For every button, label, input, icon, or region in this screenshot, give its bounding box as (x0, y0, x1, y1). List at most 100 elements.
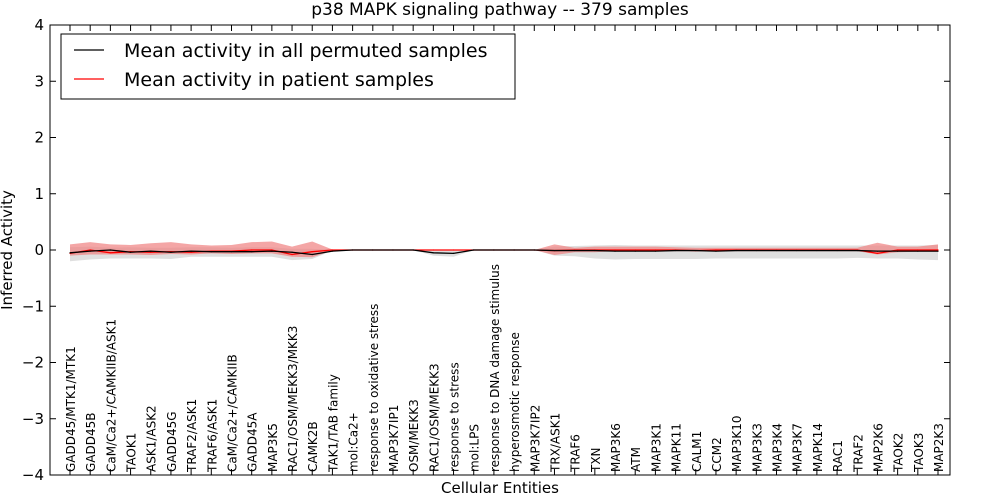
point-series-0-0 (69, 252, 71, 254)
point-series-0-30 (674, 249, 677, 252)
legend-entry-patient: Mean activity in patient samples (124, 69, 434, 91)
plot-area: −4 −3 −2 −1 0 1 2 3 4 GADD45/MTK1/MTK1 GADD45B CaM/… (22, 16, 951, 484)
x-tick-label-28: ATM (629, 447, 643, 472)
x-tick-label-36: MAP3K7 (791, 423, 805, 472)
point-series-1-28 (634, 249, 636, 251)
x-tick-label-15: response to oxidative stress (367, 304, 381, 472)
x-axis-label: Cellular Entities (441, 479, 559, 497)
point-series-0-25 (574, 249, 576, 252)
x-tick-label-8: CaM/Ca2+/CAMKIIB (225, 354, 239, 472)
x-tick-label-5: GADD45G (165, 411, 179, 472)
y-tick-label-1: −3 (22, 410, 44, 428)
point-series-0-10 (271, 250, 273, 252)
point-series-0-36 (796, 249, 798, 252)
point-series-1-11 (291, 253, 293, 256)
x-tick-label-24: TRX/ASK1 (548, 413, 562, 473)
point-series-0-40 (876, 250, 879, 252)
point-series-0-42 (917, 250, 919, 252)
point-series-0-33 (735, 249, 737, 252)
x-tick-label-25: TRAF6 (569, 434, 583, 473)
x-tick-label-7: TRAF6/ASK1 (205, 399, 219, 473)
point-series-0-26 (594, 249, 596, 252)
point-series-0-39 (856, 249, 858, 252)
legend-frame (60, 33, 516, 100)
x-tick-label-16: MAP3K7IP1 (387, 405, 401, 472)
x-tick-label-29: MAP3K1 (649, 423, 663, 472)
x-tick-label-42: TAOK3 (912, 433, 926, 473)
x-tick-label-4: ASK1/ASK2 (145, 405, 159, 472)
x-tick-label-39: TRAF2 (851, 434, 865, 473)
point-series-0-8 (230, 251, 233, 253)
x-tick-label-41: TAOK2 (892, 433, 906, 473)
x-tick-label-14: mol:Ca2+ (347, 412, 361, 472)
y-tick-label-4: 0 (34, 241, 44, 259)
x-tick-label-1: GADD45B (84, 413, 98, 473)
point-series-0-28 (634, 250, 636, 252)
x-tick-label-10: MAP3K5 (266, 423, 280, 472)
y-tick-label-8: 4 (34, 16, 44, 34)
point-series-1-10 (271, 249, 273, 251)
x-tick-label-21: response to DNA damage stimulus (488, 264, 502, 472)
point-series-1-43 (937, 249, 939, 251)
point-series-0-11 (291, 251, 293, 253)
x-tick-label-11: RAC1/OSM/MEKK3/MKK3 (286, 326, 300, 472)
point-series-0-35 (775, 249, 778, 252)
point-series-0-41 (897, 250, 899, 252)
point-series-0-19 (452, 252, 455, 254)
x-tick-label-18: RAC1/OSM/MEKK3 (427, 363, 441, 472)
point-series-1-27 (614, 249, 616, 251)
x-tick-label-23: MAP3K7IP2 (528, 405, 542, 472)
x-tick-label-43: MAP2K3 (932, 423, 946, 472)
point-series-0-17 (412, 249, 414, 251)
x-tick-label-34: MAP3K3 (750, 423, 764, 472)
x-tick-label-20: mol:LPS (468, 424, 482, 472)
x-tick-label-19: response to stress (448, 362, 462, 472)
y-tick-label-5: 1 (34, 185, 44, 203)
x-tick-label-33: MAP3K10 (730, 415, 744, 472)
point-series-0-37 (816, 249, 818, 252)
x-tick-label-40: MAP2K6 (871, 423, 885, 472)
point-series-0-18 (432, 252, 434, 254)
x-tick-label-31: CALM1 (690, 431, 704, 472)
point-series-0-14 (352, 249, 354, 251)
point-series-0-32 (715, 250, 717, 252)
y-tick-label-0: −4 (22, 466, 44, 484)
point-series-0-12 (311, 253, 313, 256)
line-series-0 (69, 249, 938, 256)
point-series-0-7 (210, 251, 212, 253)
point-series-0-20 (473, 249, 475, 251)
x-tick-label-22: hyperosmotic response (508, 332, 522, 472)
x-tick-label-35: MAP3K4 (771, 423, 785, 472)
point-series-0-21 (493, 249, 495, 251)
x-tick-label-9: GADD45A (246, 412, 260, 472)
x-tick-label-30: MAPK11 (670, 423, 684, 472)
point-series-1-19 (452, 249, 455, 251)
point-series-0-13 (331, 250, 334, 252)
x-tick-label-26: TXN (589, 447, 603, 473)
y-tick-label-7: 3 (34, 72, 44, 90)
point-series-0-15 (372, 249, 374, 251)
x-tick-label-13: TAK1/TAB family (326, 374, 340, 473)
point-series-0-5 (170, 251, 172, 253)
legend-entry-permuted: Mean activity in all permuted samples (124, 40, 487, 62)
plot-frame (49, 24, 951, 476)
x-tick-label-12: CAMK2B (306, 421, 320, 472)
point-series-1-9 (251, 249, 253, 251)
point-series-1-4 (150, 251, 152, 253)
point-series-1-29 (654, 249, 657, 251)
x-tick-label-17: OSM/MEKK3 (407, 399, 421, 472)
point-series-0-27 (614, 250, 616, 252)
point-series-0-43 (937, 250, 939, 252)
point-series-1-2 (109, 252, 111, 254)
point-series-0-6 (190, 250, 192, 252)
y-tick-label-3: −1 (22, 297, 44, 315)
y-axis-label: Inferred Activity (0, 190, 16, 310)
point-series-1-42 (917, 249, 919, 251)
x-tick-label-38: RAC1 (831, 440, 845, 472)
point-series-1-12 (311, 251, 313, 253)
point-series-0-23 (533, 249, 535, 251)
point-series-1-6 (190, 251, 192, 253)
x-tick-label-37: MAPK14 (811, 423, 825, 472)
x-tick-label-27: MAP3K6 (609, 423, 623, 472)
y-tick-label-6: 2 (34, 129, 44, 147)
